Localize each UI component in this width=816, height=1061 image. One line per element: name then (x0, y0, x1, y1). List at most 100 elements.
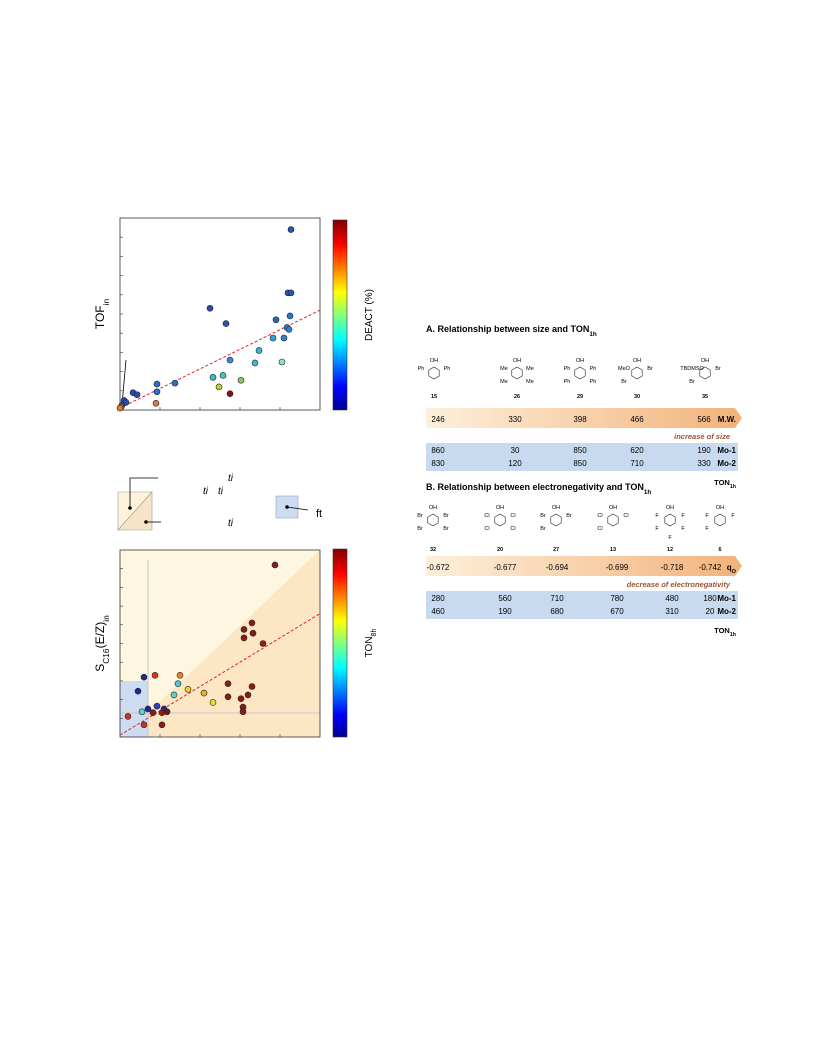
leader-line (129, 477, 158, 508)
arrow-note: decrease of electronegativity (627, 580, 731, 589)
text-part: B. Relationship between electronegativit… (426, 482, 644, 492)
structure-label: F (705, 513, 709, 519)
table-value: 680 (550, 607, 564, 616)
structure-label: Br (540, 513, 546, 519)
data-point (272, 316, 280, 324)
scale-value: -0.699 (606, 563, 629, 572)
structure-ring (574, 366, 586, 380)
text-part: q (727, 563, 732, 572)
structure-ring (511, 366, 523, 380)
structure-label: Me (500, 366, 508, 372)
structure-ring (699, 366, 711, 380)
structure-label: Br (715, 366, 721, 372)
data-point (249, 629, 257, 637)
data-point (184, 686, 192, 693)
scale-label: M.W. (718, 415, 736, 424)
schematic (117, 359, 309, 531)
schematic-label: ti (228, 518, 234, 529)
scale-value: -0.742 (699, 563, 722, 572)
data-point (240, 634, 248, 642)
table-value: 120 (508, 459, 522, 468)
data-point (158, 721, 166, 729)
structure-ring (494, 513, 506, 527)
data-point (239, 708, 247, 716)
structure-label: Br (621, 379, 627, 385)
compound-number: 26 (514, 394, 520, 400)
colorbar (332, 219, 348, 411)
subscript: in (101, 299, 111, 306)
structure-label: TBDMSO (680, 366, 704, 372)
data-point (171, 379, 179, 387)
structure-label: Me (526, 379, 534, 385)
data-point (226, 390, 234, 397)
structure-label: F (668, 535, 672, 541)
scale-value: 566 (697, 415, 711, 424)
data-point (255, 347, 263, 354)
data-point (269, 334, 277, 342)
data-point (200, 689, 208, 697)
scale-arrow (426, 556, 742, 576)
colorbar-label: DEACT (%) (364, 289, 375, 341)
structure-label: OH (666, 505, 674, 511)
data-point (259, 640, 267, 647)
subscript: 1h (644, 489, 652, 496)
data-point (287, 226, 295, 233)
compound-number: 29 (577, 394, 583, 400)
structure-ring (664, 513, 676, 527)
row-label: Mo-2 (717, 459, 736, 468)
scale-label: qO (727, 563, 737, 575)
text-part: S (93, 664, 107, 672)
structure-label: Cl (597, 513, 602, 519)
table-value: 460 (431, 607, 445, 616)
structure-label: Cl (623, 513, 628, 519)
data-point (153, 380, 161, 388)
schematic-label: ti (218, 486, 224, 497)
structure-label: OH (513, 358, 521, 364)
data-point (237, 376, 245, 384)
panel-title: B. Relationship between electronegativit… (426, 482, 651, 496)
structure-label: F (705, 526, 709, 532)
compound-number: 30 (634, 394, 640, 400)
structure-label: Br (689, 379, 695, 385)
structure-label: Cl (484, 526, 489, 532)
structure-label: Me (500, 379, 508, 385)
structure-label: Cl (510, 526, 515, 532)
table-value: 850 (573, 446, 587, 455)
scale-arrow (426, 408, 742, 428)
data-point (278, 358, 286, 366)
structure-label: OH (633, 358, 641, 364)
scale-value: 466 (630, 415, 644, 424)
subscript: 1h (589, 331, 597, 338)
data-point (209, 374, 217, 381)
structure-label: Ph (564, 366, 571, 372)
colorbar (332, 548, 348, 738)
structure-label: F (681, 513, 685, 519)
data-point (286, 312, 294, 320)
schematic-label: ft (316, 508, 322, 520)
text-part: A. Relationship between size and TON (426, 324, 589, 334)
data-point (219, 372, 227, 379)
table-value: 190 (697, 446, 711, 455)
compound-number: 13 (610, 547, 616, 553)
structure-label: MeO (618, 366, 631, 372)
compound-number: 12 (667, 547, 673, 553)
data-point (248, 683, 256, 690)
row-label: Mo-2 (717, 607, 736, 616)
table-value: 310 (665, 607, 679, 616)
text-part: TON (714, 478, 730, 487)
scale-value: -0.672 (427, 563, 450, 572)
data-point (206, 304, 214, 312)
text-part: TON (714, 626, 730, 635)
structure-label: Me (526, 366, 534, 372)
structure-label: Ph (564, 379, 571, 385)
text-part: TOF (93, 305, 107, 329)
structure-ring (427, 513, 439, 527)
structure-label: Br (540, 526, 546, 532)
table-value: 280 (431, 594, 445, 603)
data-point (134, 687, 142, 695)
table-value: 330 (697, 459, 711, 468)
data-point (163, 708, 171, 716)
structure-label: Br (417, 526, 423, 532)
table-value: 710 (630, 459, 644, 468)
